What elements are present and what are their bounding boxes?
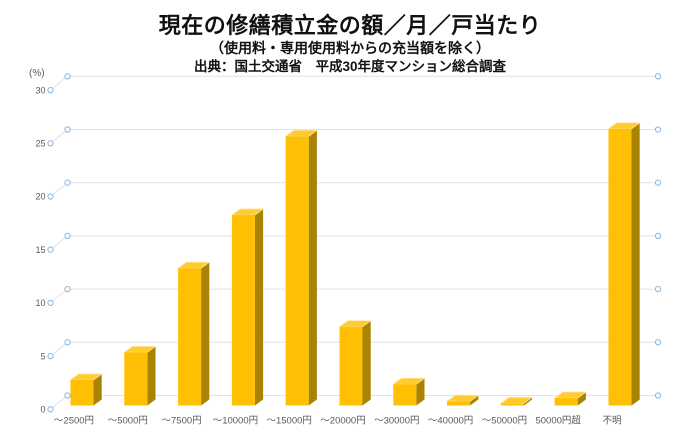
bar-column xyxy=(338,320,372,406)
bar-side-face xyxy=(308,130,317,406)
bar-front-face xyxy=(447,401,471,406)
gridline-marker xyxy=(64,73,71,80)
bar-front-face xyxy=(124,352,148,406)
gridline-marker xyxy=(47,352,54,360)
gridline xyxy=(50,182,658,197)
bar-front-face xyxy=(285,136,309,406)
gridline-marker xyxy=(64,285,71,293)
bar-side-face xyxy=(93,373,102,406)
y-tick-label: 25 xyxy=(35,139,45,149)
bar-side-face xyxy=(254,209,264,406)
gridline-marker xyxy=(654,392,662,399)
bar-side-face xyxy=(147,346,156,406)
gridline-marker xyxy=(47,299,54,307)
gridline-marker xyxy=(654,232,662,240)
gridline-marker xyxy=(47,406,54,413)
gridline-marker xyxy=(654,339,662,346)
bar-front-face xyxy=(608,128,632,406)
bar-column xyxy=(499,396,534,406)
gridline xyxy=(50,288,658,304)
bar-side-face xyxy=(470,395,479,406)
chart-title: 現在の修繕積立金の額／月／戸当たり xyxy=(158,13,542,38)
bar-column xyxy=(230,208,265,406)
bar-side-face xyxy=(201,262,210,406)
bar-front-face xyxy=(393,384,417,406)
bar-column xyxy=(392,377,426,406)
gridline-marker xyxy=(64,179,71,186)
x-category-label: ～15000円 xyxy=(266,416,311,427)
x-category-label: ～2500円 xyxy=(54,416,94,427)
y-tick-label: 15 xyxy=(35,245,45,255)
gridline-marker xyxy=(64,126,71,133)
bar-front-face xyxy=(231,215,255,406)
x-category-label: ～30000円 xyxy=(374,416,419,427)
bar-side-face xyxy=(416,378,425,406)
y-tick-label: 5 xyxy=(40,351,45,361)
bar-column xyxy=(553,391,588,406)
chart-source: 出典：国土交通省 平成30年度マンション総合調査 xyxy=(193,59,506,74)
bar-column xyxy=(176,261,211,406)
bar-front-face xyxy=(500,403,524,406)
x-category-label: ～7500円 xyxy=(162,416,202,427)
gridline xyxy=(50,129,658,144)
y-tick-label: 30 xyxy=(35,85,45,95)
gridline-marker xyxy=(47,86,54,94)
bar-side-face xyxy=(362,320,371,406)
y-tick-label: 20 xyxy=(35,192,45,202)
bar-column xyxy=(123,345,157,406)
x-category-label: 50000円超 xyxy=(535,415,581,427)
gridline-marker xyxy=(654,179,662,186)
bar-front-face xyxy=(70,379,94,406)
bar-side-face xyxy=(577,392,586,406)
bar-side-face xyxy=(631,122,640,406)
bar-front-face xyxy=(339,326,363,406)
x-category-label: ～5000円 xyxy=(108,416,148,427)
x-category-label: ～10000円 xyxy=(213,416,258,427)
gridline-marker xyxy=(47,246,54,253)
bar-column xyxy=(69,373,103,406)
bar-side-face xyxy=(523,397,533,406)
gridline-marker xyxy=(654,73,662,80)
x-category-label: ～50000円 xyxy=(482,416,527,427)
y-tick-label: 10 xyxy=(35,298,45,308)
bar-column xyxy=(284,129,319,406)
gridline-marker xyxy=(654,126,662,133)
gridline-marker xyxy=(64,392,71,399)
gridline-marker xyxy=(64,339,71,346)
bar-front-face xyxy=(554,398,578,406)
y-axis-unit-label: (%) xyxy=(29,68,45,79)
x-category-label: ～20000円 xyxy=(320,416,365,427)
y-tick-label: 0 xyxy=(40,405,45,415)
gridline-marker xyxy=(47,193,54,200)
chart-subtitle: （使用料・専用使用料からの充当額を除く） xyxy=(210,40,490,56)
gridline-marker xyxy=(47,140,54,147)
x-category-label: ～40000円 xyxy=(428,416,473,427)
gridline-marker xyxy=(654,285,662,293)
gridline-marker xyxy=(64,232,71,240)
x-category-label: 不明 xyxy=(602,416,621,427)
gridline xyxy=(50,235,658,251)
bar-column xyxy=(445,394,480,406)
bar-front-face xyxy=(178,268,202,406)
bar-column xyxy=(607,122,641,406)
gridline xyxy=(50,75,658,91)
